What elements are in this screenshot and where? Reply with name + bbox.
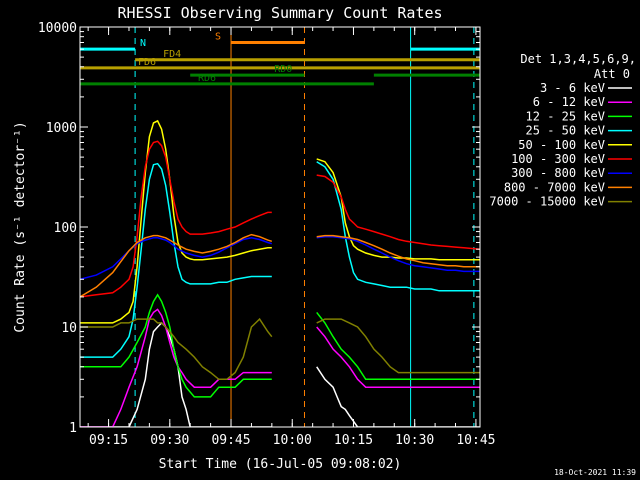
flag-label-fd4: FD4 xyxy=(163,49,181,60)
x-axis-label: Start Time (16-Jul-05 09:08:02) xyxy=(159,457,402,472)
legend-header-line-2: Att 0 xyxy=(594,67,630,81)
legend-label-4: 50 - 100 keV xyxy=(518,138,605,152)
y-axis: 1 10 100 1000 10000 xyxy=(38,21,480,436)
x-tick-label-0: 09:15 xyxy=(89,433,128,448)
flag-label-rd0: RD0 xyxy=(274,64,292,75)
flag-label-rd6: RD6 xyxy=(198,73,216,84)
x-tick-label-3: 10:00 xyxy=(273,433,312,448)
x-tick-label-6: 10:45 xyxy=(456,433,495,448)
legend-label-0: 3 - 6 keV xyxy=(540,81,605,95)
y-tick-label-2: 100 xyxy=(54,221,77,236)
x-axis: 09:15 09:30 09:45 10:00 10:15 10:30 10:45 xyxy=(87,27,495,448)
series-line-1 xyxy=(80,308,480,427)
legend-label-7: 800 - 7000 keV xyxy=(504,180,605,194)
x-tick-label-4: 10:15 xyxy=(334,433,373,448)
y-tick-label-4: 10000 xyxy=(38,21,77,36)
series-line-4 xyxy=(80,119,480,324)
legend-label-3: 25 - 50 keV xyxy=(526,124,605,138)
legend-label-1: 6 - 12 keV xyxy=(533,95,605,109)
legend-header-line-1: Det 1,3,4,5,6,9, xyxy=(520,52,636,66)
date-stamp: 18-Oct-2021 11:39 xyxy=(554,468,636,477)
x-tick-label-5: 10:30 xyxy=(395,433,434,448)
flag-label-n: N xyxy=(140,38,146,49)
series-line-0 xyxy=(80,321,480,427)
y-axis-label: Count Rate (s⁻¹ detector⁻¹) xyxy=(13,121,28,332)
legend-label-8: 7000 - 15000 keV xyxy=(489,195,605,209)
series-line-7 xyxy=(80,233,480,298)
x-tick-label-2: 09:45 xyxy=(211,433,250,448)
series-line-5 xyxy=(80,140,480,298)
y-tick-label-1: 10 xyxy=(61,321,77,336)
x-tick-label-1: 09:30 xyxy=(150,433,189,448)
legend-label-2: 12 - 25 keV xyxy=(526,109,605,123)
legend-label-6: 300 - 800 keV xyxy=(511,166,605,180)
flag-label-fd6: FD6 xyxy=(138,57,156,68)
y-tick-label-3: 1000 xyxy=(46,121,77,136)
plot-area: N S FD4 FD6 RD0 RD6 xyxy=(80,27,480,427)
legend-label-5: 100 - 300 keV xyxy=(511,152,605,166)
series-line-8 xyxy=(80,317,480,381)
flag-label-s: S xyxy=(215,31,221,42)
y-tick-label-0: 1 xyxy=(69,421,77,436)
series-line-2 xyxy=(80,293,480,398)
chart-title: RHESSI Observing Summary Count Rates xyxy=(117,4,442,22)
